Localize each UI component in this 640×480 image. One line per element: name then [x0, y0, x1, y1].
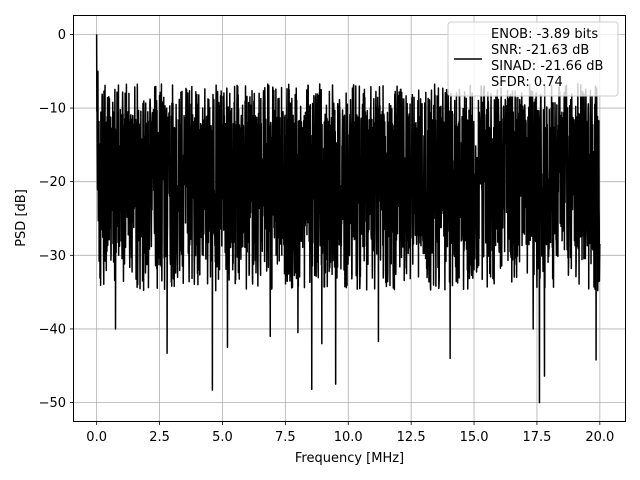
tick-marks — [70, 34, 601, 425]
x-axis-label: Frequency [MHz] — [295, 451, 404, 466]
x-tick-label: 20.0 — [585, 430, 614, 445]
y-tick-label: −50 — [39, 396, 66, 411]
x-tick-label: 5.0 — [212, 430, 233, 445]
x-tick-label: 2.5 — [149, 430, 170, 445]
series-line-psd — [95, 34, 601, 404]
x-tick-label: 15.0 — [460, 430, 489, 445]
legend-entry-sfdr: SFDR: 0.74 — [491, 75, 563, 90]
x-tick-label: 17.5 — [522, 430, 551, 445]
y-axis-label: PSD [dB] — [14, 189, 29, 247]
y-tick-label: −30 — [39, 249, 66, 264]
x-tick-label: 7.5 — [275, 430, 296, 445]
legend-box — [447, 21, 619, 97]
axes-frame — [73, 15, 626, 422]
y-tick-label: −40 — [39, 322, 66, 337]
x-tick-label: 10.0 — [334, 430, 363, 445]
x-tick-labels: 0.0 2.5 5.0 7.5 10.0 12.5 15.0 17.5 20.0 — [86, 430, 614, 445]
legend-entry-enob: ENOB: -3.89 bits — [491, 27, 598, 42]
x-tick-label: 0.0 — [86, 430, 107, 445]
legend: ENOB: -3.89 bits SNR: -21.63 dB SINAD: -… — [447, 21, 619, 97]
legend-entry-snr: SNR: -21.63 dB — [491, 43, 589, 58]
series-layer — [95, 34, 601, 404]
y-tick-label: 0 — [58, 28, 66, 43]
legend-entry-sinad: SINAD: -21.66 dB — [491, 59, 603, 74]
x-tick-label: 12.5 — [397, 430, 426, 445]
y-tick-labels: 0 −10 −20 −30 −40 −50 — [39, 28, 66, 411]
y-tick-label: −20 — [39, 175, 66, 190]
y-tick-label: −10 — [39, 102, 66, 117]
